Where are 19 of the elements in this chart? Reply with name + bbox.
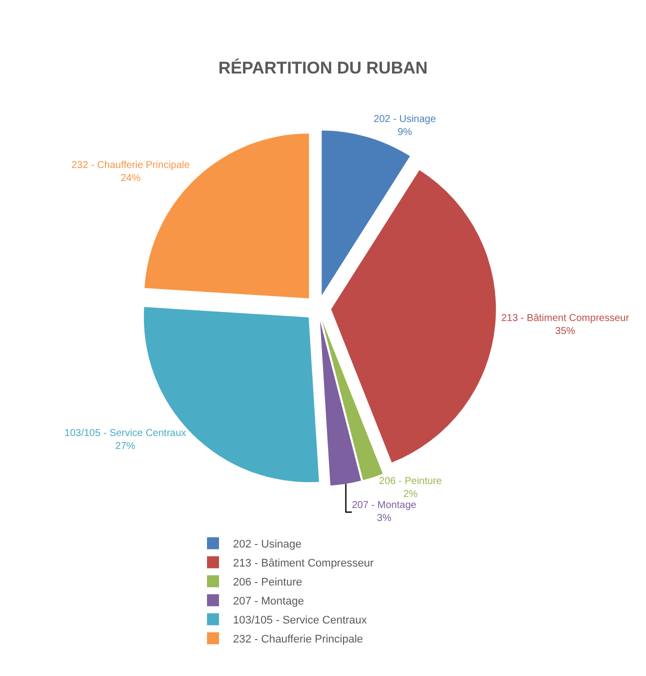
data-label: 27% [115,440,136,452]
data-label: 35% [555,326,576,337]
slice-label: 206 - Peinture [379,476,442,488]
legend-label: 202 - Usinage [233,538,302,551]
data-label: 3% [376,513,392,524]
data-label: 2% [403,489,418,500]
slice-label: 103/105 - Service Centraux [64,428,186,439]
slice-label: 213 - Bâtiment Compresseur [501,312,630,324]
legend-label: 232 - Chaufferie Principale [233,634,364,646]
legend-label: 213 - Bâtiment Compresseur [233,558,374,570]
slice-label: 232 - Chaufferie Principale [71,160,190,171]
data-label: 24% [120,172,141,184]
data-label: 9% [398,127,412,138]
legend-label: 207 - Montage [233,596,304,608]
chart-title: RÉPARTITION DU RUBAN [218,58,428,78]
slice-label: 207 - Montage [352,500,417,512]
legend-label: 206 - Peinture [233,576,302,589]
legend-label: 103/105 - Service Centraux [233,614,368,627]
slice-label: 202 - Usinage [374,114,436,125]
